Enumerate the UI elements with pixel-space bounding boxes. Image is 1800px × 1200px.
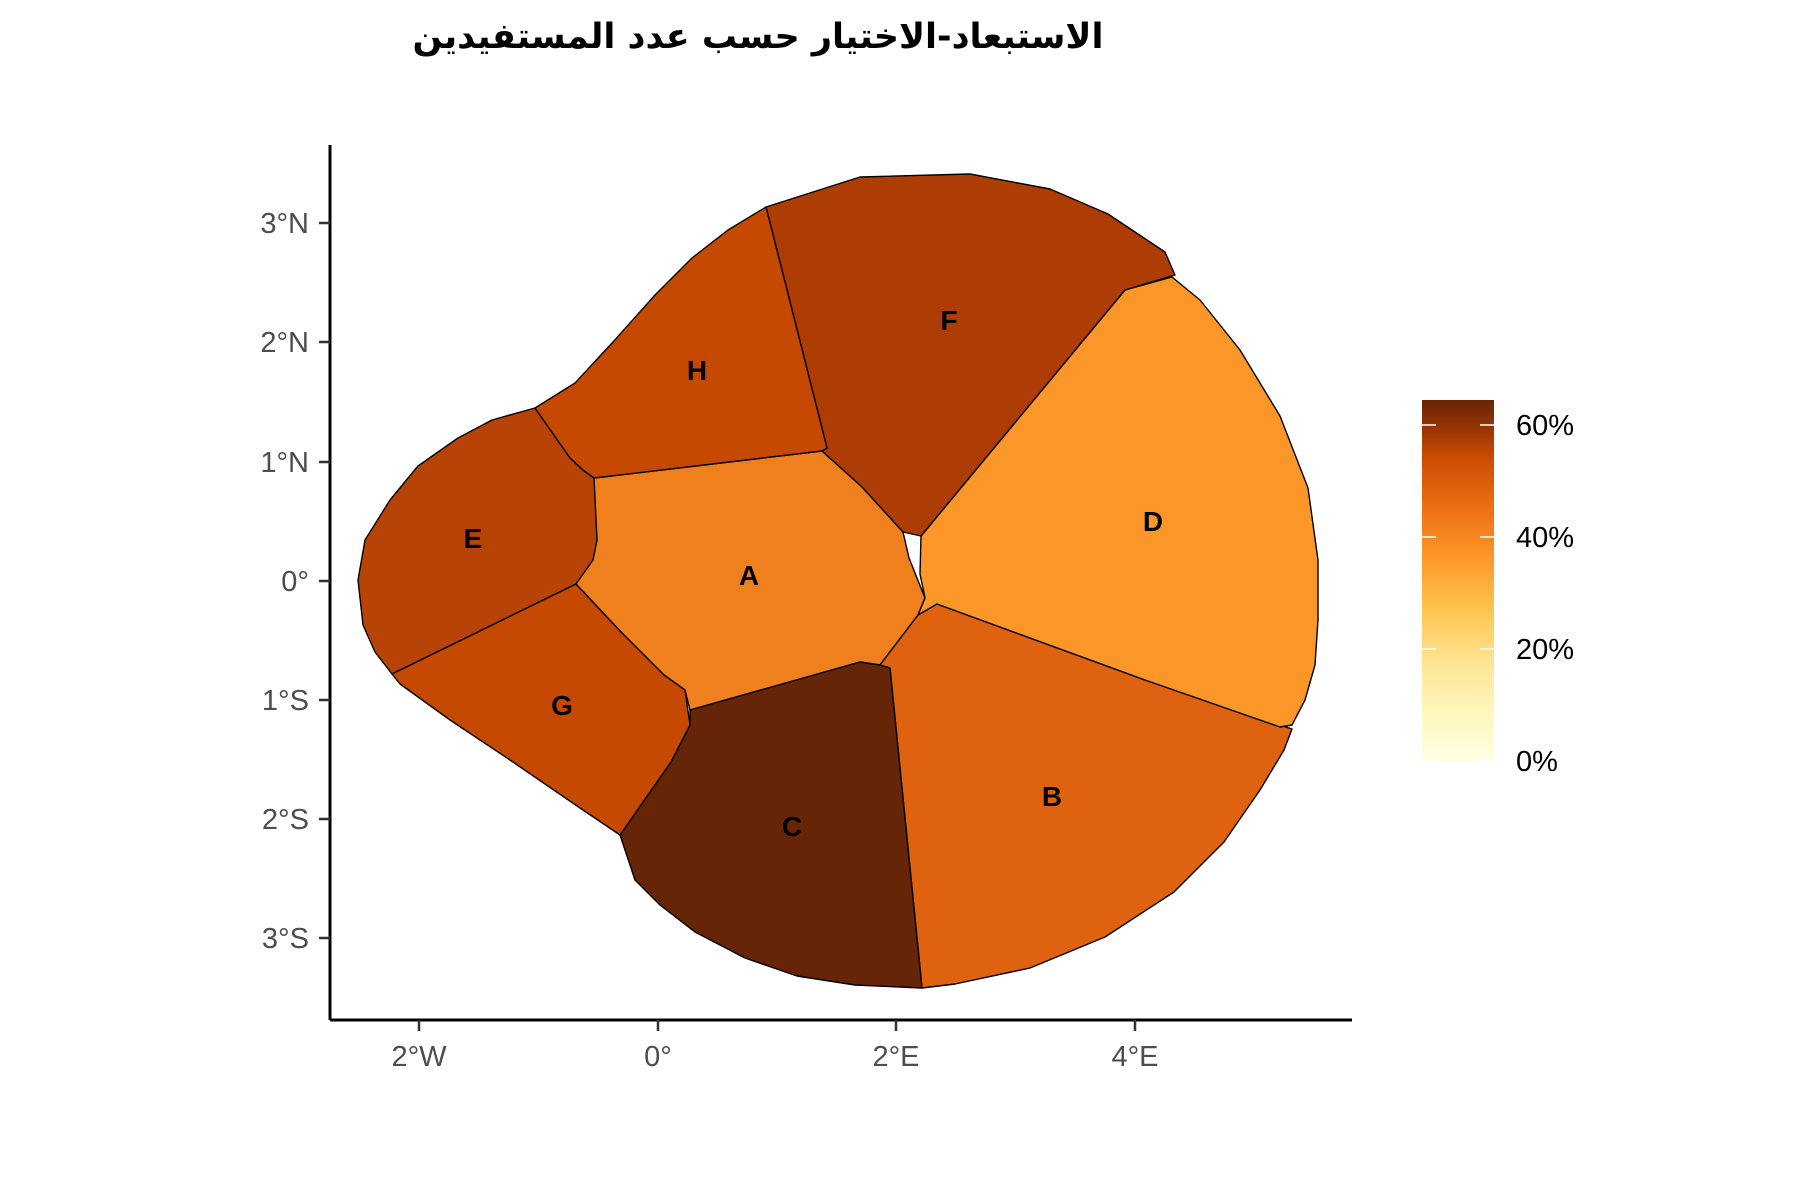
region-g[interactable] <box>391 583 691 836</box>
region-label-e: E <box>464 523 483 554</box>
region-f[interactable] <box>765 173 1176 537</box>
y-tick-label: 3°N <box>260 208 309 240</box>
region-label-h: H <box>687 355 707 386</box>
regions-layer <box>357 173 1319 989</box>
x-tick-label: 0° <box>644 1041 672 1073</box>
region-label-d: D <box>1143 506 1163 537</box>
legend-label: 20% <box>1516 634 1574 666</box>
y-tick-label: 3°S <box>262 923 309 955</box>
y-axis-ticks: 3°N 2°N 1°N 0° 1°S 2°S 3°S <box>260 208 330 955</box>
region-h[interactable] <box>534 206 828 479</box>
region-e[interactable] <box>357 407 598 675</box>
legend-colorbar: 60% 40% 20% 0% <box>1422 400 1574 778</box>
region-label-f: F <box>940 305 957 336</box>
y-tick-label: 1°S <box>262 685 309 717</box>
x-tick-label: 2°E <box>872 1041 919 1073</box>
legend-label: 60% <box>1516 410 1574 442</box>
legend-gradient-bar <box>1422 400 1494 762</box>
region-label-c: C <box>782 811 802 842</box>
legend-label: 40% <box>1516 522 1574 554</box>
region-c[interactable] <box>619 661 923 989</box>
map-title: الاستبعاد-الاختيار حسب عدد المستفيدين <box>413 17 1104 57</box>
x-tick-label: 2°W <box>391 1041 447 1073</box>
y-tick-label: 0° <box>281 566 309 598</box>
legend-label: 0% <box>1516 746 1558 778</box>
x-axis-ticks: 2°W 0° 2°E 4°E <box>391 1020 1159 1073</box>
x-tick-label: 4°E <box>1111 1041 1158 1073</box>
region-label-a: A <box>739 560 759 591</box>
region-labels-layer: A B C D E F G H <box>464 305 1163 842</box>
y-tick-label: 1°N <box>260 447 309 479</box>
region-label-g: G <box>551 690 573 721</box>
y-tick-label: 2°N <box>260 327 309 359</box>
region-label-b: B <box>1042 781 1062 812</box>
y-tick-label: 2°S <box>262 804 309 836</box>
